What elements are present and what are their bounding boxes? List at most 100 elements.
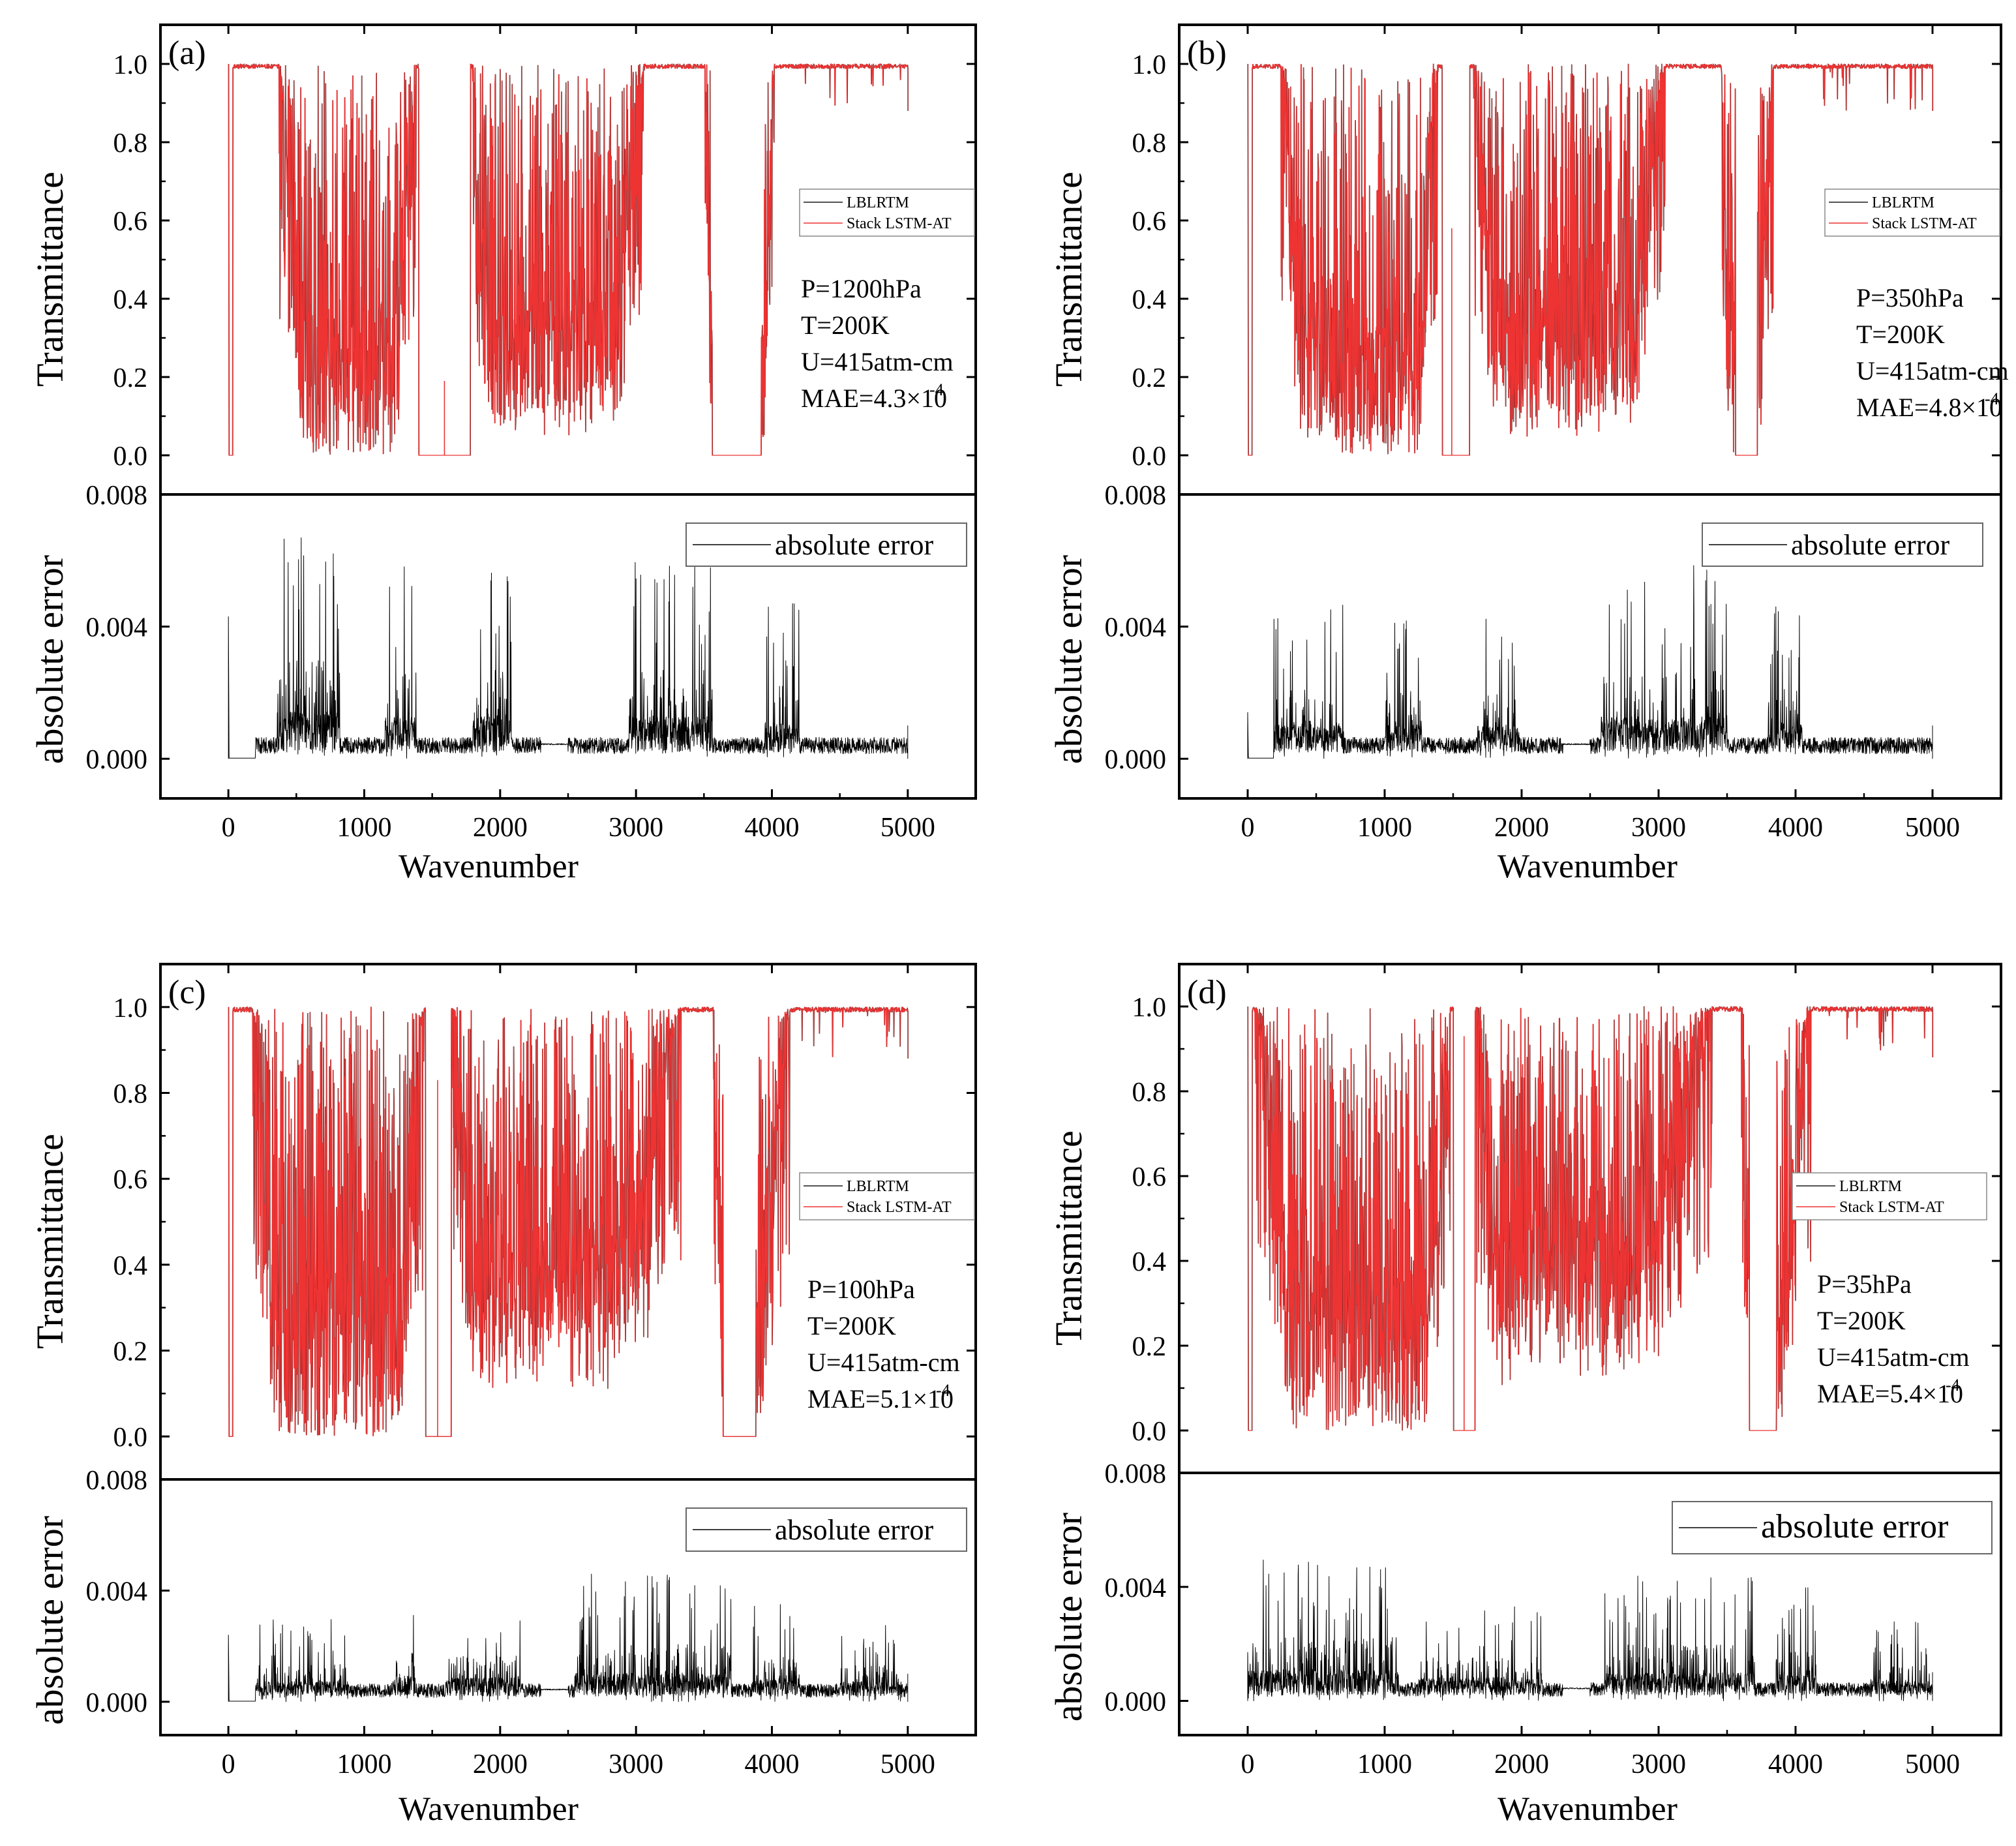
y-tick-label: 0.6 — [1132, 1162, 1167, 1192]
y-tick-label: 0.000 — [1105, 745, 1167, 775]
annotation-mae-exponent: -4 — [936, 1381, 950, 1400]
y-tick-label: 1.0 — [1132, 50, 1167, 80]
annotation-absorber: U=415atm-cm — [1817, 1342, 1970, 1372]
y-tick-label: 0.6 — [113, 1165, 148, 1195]
annotation-mae: MAE=4.3×10 — [801, 384, 947, 413]
x-axis-label: Wavenumber — [399, 1791, 579, 1828]
transmittance-legend-box — [1824, 189, 2000, 237]
y-tick-label: 1.0 — [113, 50, 148, 80]
x-tick-label: 3000 — [1631, 1749, 1686, 1779]
x-tick-label: 3000 — [609, 813, 663, 843]
error-legend-label: absolute error — [775, 529, 933, 561]
y-tick-label: 1.0 — [1132, 993, 1167, 1023]
x-tick-label: 4000 — [1768, 1749, 1823, 1779]
x-tick-label: 3000 — [1631, 813, 1686, 843]
y-axis-label-transmittance: Transmittance — [1047, 172, 1090, 387]
absolute-error-series-line — [1247, 565, 1933, 759]
x-tick-label: 3000 — [609, 1749, 663, 1779]
annotation-absorber: U=415atm-cm — [1856, 356, 2009, 386]
x-tick-label: 1000 — [1357, 1749, 1412, 1779]
y-tick-label: 0.004 — [1105, 613, 1167, 643]
y-tick-label: 0.4 — [1132, 1247, 1167, 1277]
y-tick-label: 0.000 — [86, 745, 148, 775]
y-tick-label: 0.004 — [86, 1577, 148, 1607]
x-tick-label: 2000 — [473, 813, 528, 843]
y-tick-label: 0.000 — [86, 1688, 148, 1718]
y-tick-label: 0.0 — [1132, 1417, 1167, 1447]
x-tick-label: 1000 — [337, 1749, 392, 1779]
absolute-error-series-line — [228, 537, 909, 759]
panel-label: (b) — [1187, 35, 1227, 72]
annotation-pressure: P=35hPa — [1817, 1269, 1912, 1299]
y-axis-label-transmittance: Transmittance — [29, 172, 71, 387]
x-tick-label: 0 — [222, 813, 235, 843]
y-tick-label: 0.4 — [113, 1251, 148, 1281]
error-legend-label: absolute error — [1761, 1508, 1948, 1545]
model-series-line — [228, 1006, 909, 1437]
error-legend-label: absolute error — [1791, 529, 1949, 561]
y-tick-label: 0.8 — [1132, 1078, 1167, 1108]
annotation-mae: MAE=5.4×10 — [1817, 1379, 1963, 1408]
y-tick-label: 0.008 — [1105, 481, 1167, 511]
panel-label: (a) — [168, 35, 206, 72]
annotation-temperature: T=200K — [1856, 320, 1945, 349]
transmittance-legend-box — [799, 189, 975, 237]
legend-label-lblrtm: LBLRTM — [1872, 194, 1934, 211]
panel-label: (c) — [168, 974, 206, 1011]
error-legend-label: absolute error — [775, 1514, 933, 1546]
legend-label-model: Stack LSTM-AT — [847, 215, 952, 232]
y-tick-label: 0.008 — [86, 1466, 148, 1496]
panel-b: 0 1000 2000 3000 4000 5000 Wavenumber 0.0 0.2 0.4… — [1047, 23, 2009, 885]
annotation-mae-exponent: -4 — [1985, 389, 1999, 408]
y-tick-label: 0.000 — [1105, 1687, 1167, 1717]
y-tick-label: 0.008 — [1105, 1459, 1167, 1489]
transmittance-legend-box — [1792, 1172, 1987, 1220]
x-tick-label: 2000 — [473, 1749, 528, 1779]
legend-label-lblrtm: LBLRTM — [1839, 1178, 1902, 1195]
y-tick-label: 0.0 — [113, 442, 148, 472]
x-tick-label: 0 — [1241, 813, 1255, 843]
legend-label-lblrtm: LBLRTM — [847, 1178, 909, 1195]
x-tick-label: 5000 — [1905, 813, 1960, 843]
panel-c: 0 1000 2000 3000 4000 5000 Wavenumber 0.0 0.2 0.4… — [29, 963, 977, 1828]
y-tick-label: 0.004 — [1105, 1573, 1167, 1603]
absolute-error-series-line — [1247, 1560, 1933, 1702]
legend-label-lblrtm: LBLRTM — [847, 194, 909, 211]
error-legend-box — [1672, 1501, 1993, 1554]
y-axis-label-error: absolute error — [1047, 1513, 1090, 1721]
y-tick-label: 0.6 — [1132, 207, 1167, 237]
y-axis-label-transmittance: Transmittance — [1047, 1130, 1090, 1346]
y-axis-label-transmittance: Transmittance — [29, 1134, 71, 1349]
annotation-absorber: U=415atm-cm — [807, 1348, 960, 1377]
x-axis-label: Wavenumber — [1497, 1791, 1677, 1828]
x-tick-label: 5000 — [880, 813, 935, 843]
model-series-line — [1247, 63, 1933, 456]
annotation-mae-exponent: -4 — [929, 380, 944, 399]
panel-d: 0 1000 2000 3000 4000 5000 Wavenumber 0.0 0.2 0.4… — [1047, 963, 2002, 1828]
x-tick-label: 4000 — [745, 813, 800, 843]
transmittance-legend-box — [799, 1172, 975, 1220]
y-tick-label: 0.8 — [1132, 129, 1167, 159]
annotation-mae: MAE=4.8×10 — [1856, 393, 2002, 422]
legend-label-model: Stack LSTM-AT — [1839, 1199, 1944, 1216]
y-axis-label-error: absolute error — [1047, 555, 1090, 764]
y-tick-label: 0.2 — [113, 1337, 148, 1367]
annotation-pressure: P=100hPa — [807, 1275, 915, 1304]
y-axis-label-error: absolute error — [29, 1516, 71, 1725]
annotation-absorber: U=415atm-cm — [801, 347, 954, 376]
annotation-temperature: T=200K — [801, 310, 890, 340]
y-tick-label: 0.8 — [113, 129, 148, 159]
x-tick-label: 1000 — [1357, 813, 1412, 843]
annotation-temperature: T=200K — [1817, 1306, 1906, 1335]
y-tick-label: 0.0 — [1132, 442, 1167, 472]
annotation-pressure: P=1200hPa — [801, 274, 922, 303]
absolute-error-series-line — [228, 1573, 909, 1702]
x-tick-label: 1000 — [337, 813, 392, 843]
annotation-temperature: T=200K — [807, 1311, 896, 1340]
y-tick-label: 0.004 — [86, 613, 148, 643]
model-series-line — [1247, 1006, 1933, 1431]
annotation-mae-exponent: -4 — [1946, 1376, 1960, 1395]
y-tick-label: 0.0 — [113, 1423, 148, 1453]
y-tick-label: 0.2 — [1132, 363, 1167, 393]
